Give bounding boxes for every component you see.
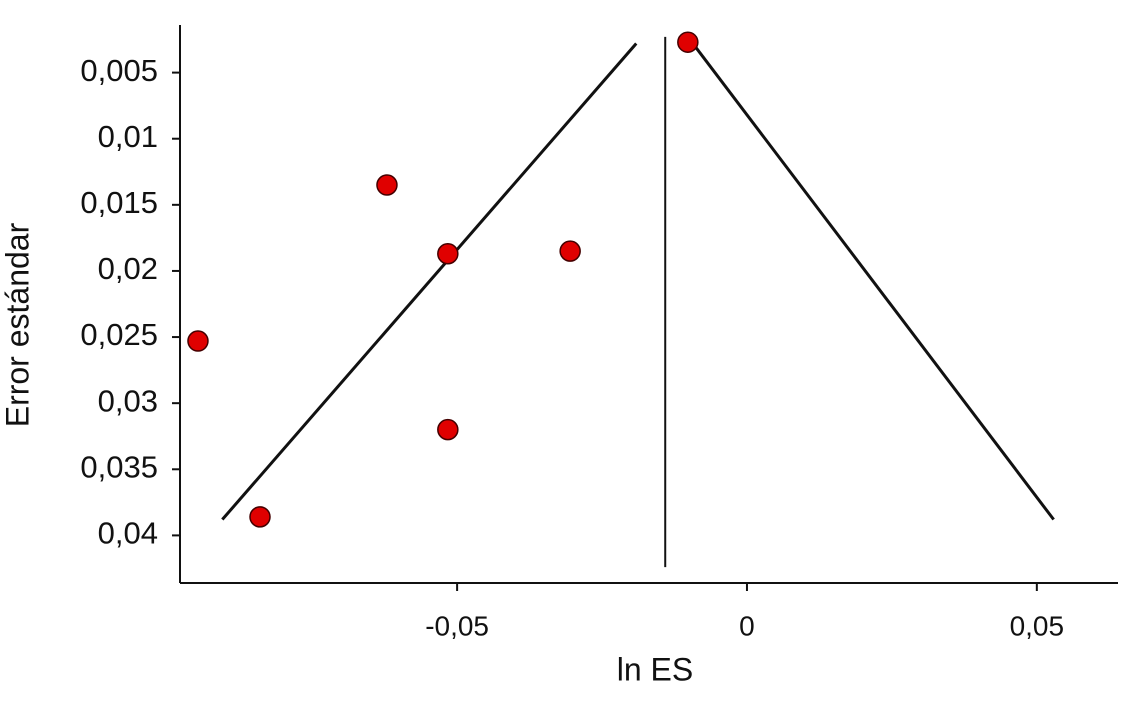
y-tick-label: 0,015: [80, 185, 158, 220]
funnel-line: [221, 42, 638, 521]
x-axis-label: ln ES: [617, 651, 693, 687]
y-tick-label: 0,025: [80, 317, 158, 352]
point: [437, 418, 459, 441]
x-tick-label: 0: [739, 610, 755, 641]
x-tick-label: 0,05: [1010, 610, 1065, 641]
y-tick-label: 0,01: [98, 119, 158, 154]
point: [437, 243, 459, 265]
y-tick-label: 0,04: [98, 516, 158, 551]
x-tick-label: -0,05: [425, 610, 489, 641]
funnel-line: [690, 41, 1055, 521]
point: [559, 240, 581, 262]
y-axis-label: Error estándar: [0, 222, 35, 427]
y-tick-label: 0,035: [80, 449, 158, 484]
y-tick-label: 0,03: [98, 383, 158, 418]
point: [677, 31, 699, 53]
point: [187, 330, 209, 352]
point: [249, 506, 271, 528]
point: [376, 174, 398, 196]
y-tick-label: 0,005: [80, 53, 158, 88]
y-tick-label: 0,02: [98, 251, 158, 286]
